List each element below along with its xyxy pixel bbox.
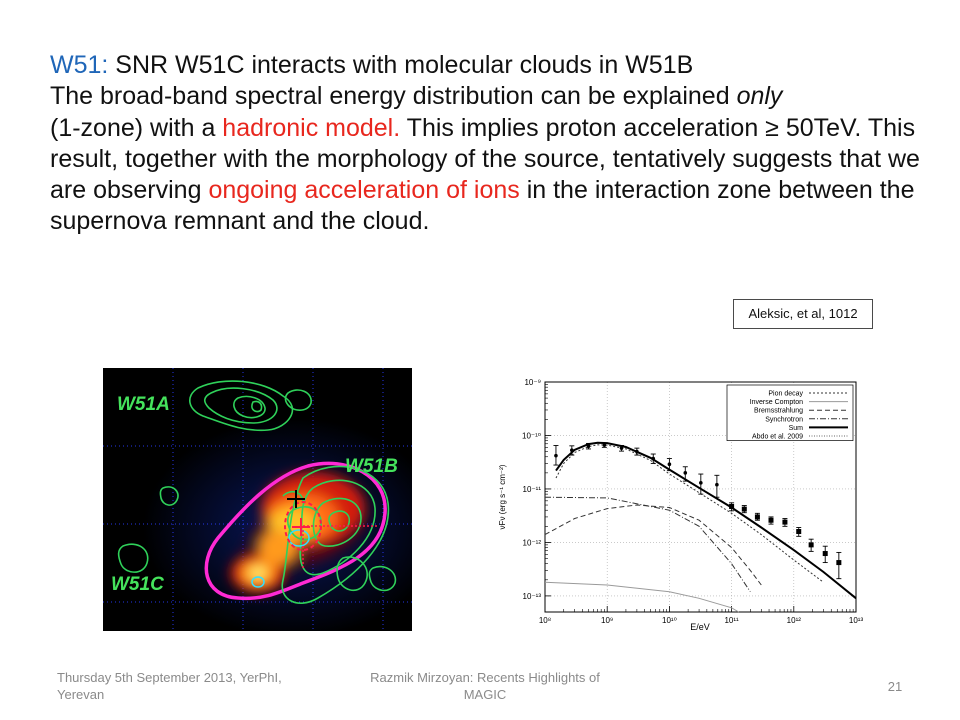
source-cross-markers [287, 490, 305, 508]
magic-data-point [808, 542, 814, 548]
legend-label: Sum [789, 425, 804, 432]
sed-series-bremsstrahlung [544, 504, 762, 586]
sed-data-points [553, 442, 842, 580]
sed-ticks: 10⁸ 10⁹ 10¹⁰ 10¹¹ 10¹² 10¹³ 10⁻⁹ 10⁻¹⁰ 10⁻¹¹ 10⁻¹… [522, 378, 863, 625]
sed-grid [545, 382, 856, 612]
x-tick-label: 10¹¹ [724, 616, 739, 625]
x-tick-label: 10⁸ [539, 616, 551, 625]
legend-label: Pion decay [768, 391, 803, 398]
legend-label: Abdo et al. 2009 [752, 434, 803, 441]
highlight-text: ongoing acceleration of ions [208, 176, 520, 205]
footer-date: Thursday 5th September 2013, YerPhI, Yer… [57, 670, 282, 702]
x-tick-label: 10⁹ [601, 616, 613, 625]
label-w51a: W51A [117, 394, 170, 415]
sed-series-sum [555, 441, 857, 600]
fermi-data-point [635, 449, 639, 454]
legend-label: Inverse Compton [750, 399, 803, 406]
fermi-data-point [651, 456, 656, 461]
fermi-data-point [602, 443, 607, 447]
w51-sky-map: W51A W51B W51C [103, 368, 412, 631]
fermi-data-point [667, 462, 672, 467]
position-lines [302, 525, 378, 568]
fermi-data-point [570, 448, 574, 453]
magic-data-point [836, 560, 842, 566]
magic-data-point [768, 517, 774, 523]
fermi-data-point [554, 453, 558, 458]
legend-label: Bremsstrahlung [754, 408, 803, 415]
map-labels: W51A W51B W51C [111, 394, 398, 595]
paragraph-text: in the interaction zone between the supe… [50, 176, 915, 236]
paragraph-text: The broad-band spectral energy distribut… [50, 82, 737, 111]
x-tick-label: 10¹⁰ [662, 616, 677, 625]
gamma-ray-emission [226, 464, 372, 593]
footer-title: Razmik Mirzoyan: Recents Highlights of M… [370, 670, 600, 702]
paragraph-text: This implies proton acceleration ≥ 50TeV… [50, 113, 920, 205]
sed-series [544, 441, 857, 613]
citation-box: Aleksic, et al, 1012 [733, 299, 873, 329]
sed-chart: 10⁸ 10⁹ 10¹⁰ 10¹¹ 10¹² 10¹³ 10⁻⁹ 10⁻¹⁰ 10⁻¹¹ 10⁻¹… [484, 368, 864, 632]
slide-body-text: W51: SNR W51C interacts with molecular c… [50, 50, 930, 238]
y-tick-label: 10⁻¹¹ [523, 485, 542, 494]
magic-data-point [729, 503, 735, 509]
magic-data-point [796, 529, 802, 535]
page-number: 21 [887, 679, 903, 694]
magic-data-point [741, 506, 747, 512]
sed-y-axis-label: νFν (erg s⁻¹ cm⁻²) [498, 464, 507, 529]
magic-data-point [782, 519, 788, 525]
fermi-data-point [699, 481, 703, 485]
x-tick-label: 10¹² [787, 616, 802, 625]
y-tick-label: 10⁻¹⁰ [522, 431, 541, 440]
magic-data-point [822, 551, 828, 557]
fermi-data-point [619, 446, 624, 450]
radio-contours [251, 529, 310, 588]
sed-x-axis-label: E/eV [690, 622, 710, 632]
sed-series-inverse-compton [544, 581, 739, 613]
paragraph-text: (1-zone) with a [50, 113, 223, 142]
y-tick-label: 10⁻¹² [523, 538, 542, 547]
x-tick-label: 10¹³ [849, 616, 864, 625]
fermi-data-point [715, 482, 719, 487]
title-prefix: W51: [50, 51, 109, 79]
fermi-data-point [586, 444, 591, 449]
fermi-data-point [683, 471, 688, 475]
source-cross-marker-red [292, 518, 310, 536]
label-w51c: W51C [111, 574, 164, 595]
magic-data-point [754, 514, 760, 520]
title-text: SNR W51C interacts with molecular clouds… [108, 51, 694, 79]
label-w51b: W51B [345, 456, 398, 477]
y-tick-label: 10⁻¹³ [523, 592, 542, 601]
emphasis-text: only [736, 82, 783, 111]
highlight-text: hadronic model. [222, 113, 401, 142]
y-tick-label: 10⁻⁹ [524, 378, 541, 387]
sed-series-synchrotron [544, 496, 751, 592]
legend-label: Synchrotron [765, 416, 803, 423]
legend-box [726, 384, 854, 441]
